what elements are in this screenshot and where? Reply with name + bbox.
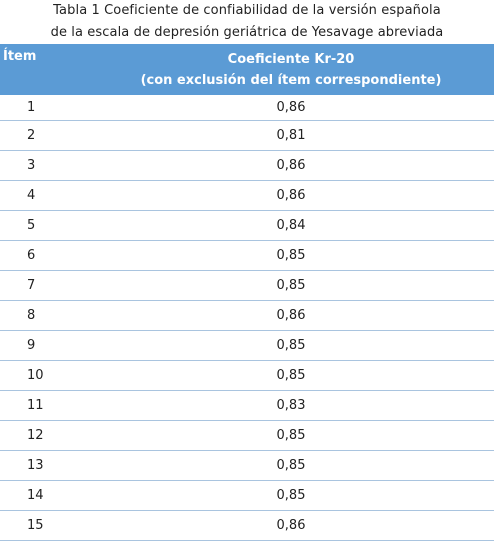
table-body: 1 0,86 2 0,81 3 0,86 4 0,86 5 0,84 6 0,85 7 0,8… bbox=[0, 95, 494, 541]
item-number: 5 bbox=[0, 210, 88, 241]
coefficient-value: 0,85 bbox=[88, 240, 494, 271]
table-row: 9 0,85 bbox=[0, 330, 494, 361]
table-caption: Tabla 1 Coeficiente de confiabilidad de … bbox=[0, 0, 494, 44]
table-row: 6 0,85 bbox=[0, 240, 494, 271]
coefficient-value: 0,86 bbox=[88, 180, 494, 211]
item-number: 11 bbox=[0, 390, 88, 421]
item-number: 13 bbox=[0, 450, 88, 481]
table-row: 10 0,85 bbox=[0, 360, 494, 391]
item-number: 15 bbox=[0, 510, 88, 541]
item-number: 4 bbox=[0, 180, 88, 211]
item-number: 2 bbox=[0, 120, 88, 151]
table-row: 12 0,85 bbox=[0, 420, 494, 451]
table-row: 2 0,81 bbox=[0, 120, 494, 151]
header-coefficient: Coeficiente Kr-20 (con exclusión del íte… bbox=[88, 44, 494, 95]
header-item: Ítem bbox=[3, 49, 37, 64]
coefficient-value: 0,85 bbox=[88, 420, 494, 451]
table-row: 3 0,86 bbox=[0, 150, 494, 181]
coefficient-value: 0,83 bbox=[88, 390, 494, 421]
coefficient-value: 0,86 bbox=[88, 300, 494, 331]
coefficient-value: 0,85 bbox=[88, 330, 494, 361]
coefficient-value: 0,81 bbox=[88, 120, 494, 151]
item-number: 8 bbox=[0, 300, 88, 331]
item-number: 6 bbox=[0, 240, 88, 271]
header-row: Ítem Coeficiente Kr-20 (con exclusión de… bbox=[0, 44, 494, 95]
coefficient-value: 0,86 bbox=[88, 150, 494, 181]
item-number: 3 bbox=[0, 150, 88, 181]
coefficient-value: 0,86 bbox=[88, 510, 494, 541]
table-row: 14 0,85 bbox=[0, 480, 494, 511]
caption-line-1: Tabla 1 Coeficiente de confiabilidad de … bbox=[53, 3, 441, 18]
reliability-table: Ítem Coeficiente Kr-20 (con exclusión de… bbox=[0, 44, 494, 541]
item-number: 9 bbox=[0, 330, 88, 361]
item-number: 7 bbox=[0, 270, 88, 301]
table-row: 4 0,86 bbox=[0, 180, 494, 211]
item-number: 14 bbox=[0, 480, 88, 511]
item-number: 12 bbox=[0, 420, 88, 451]
coefficient-value: 0,84 bbox=[88, 210, 494, 241]
coefficient-value: 0,85 bbox=[88, 270, 494, 301]
table-row: 5 0,84 bbox=[0, 210, 494, 241]
coefficient-value: 0,85 bbox=[88, 360, 494, 391]
item-number: 10 bbox=[0, 360, 88, 391]
caption-line-2: de la escala de depresión geriátrica de … bbox=[50, 25, 444, 40]
coefficient-value: 0,85 bbox=[88, 450, 494, 481]
table-row: 1 0,86 bbox=[0, 95, 494, 121]
table-row: 13 0,85 bbox=[0, 450, 494, 481]
coefficient-value: 0,85 bbox=[88, 480, 494, 511]
table-row: 15 0,86 bbox=[0, 510, 494, 541]
table-row: 8 0,86 bbox=[0, 300, 494, 331]
table-header: Ítem Coeficiente Kr-20 (con exclusión de… bbox=[0, 44, 494, 95]
header-coefficient-subtitle: (con exclusión del ítem correspondiente) bbox=[140, 73, 442, 88]
coefficient-value: 0,86 bbox=[88, 95, 494, 121]
table-row: 11 0,83 bbox=[0, 390, 494, 421]
table-row: 7 0,85 bbox=[0, 270, 494, 301]
header-coefficient-title: Coeficiente Kr-20 bbox=[227, 52, 355, 67]
item-number: 1 bbox=[0, 95, 88, 121]
